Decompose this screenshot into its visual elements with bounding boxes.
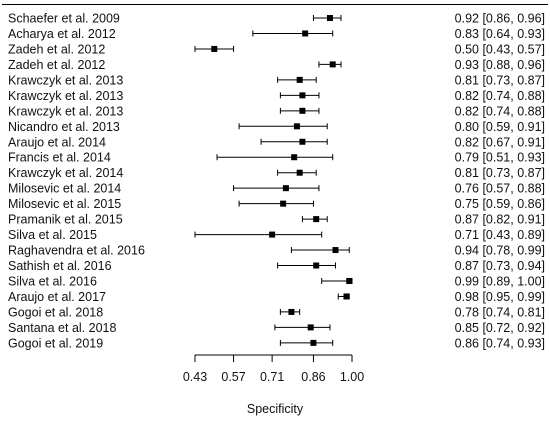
point-estimate [296, 169, 303, 176]
point-estimate [299, 138, 306, 145]
ci-text: 0.99 [0.89, 1.00] [455, 274, 545, 288]
study-row: Silva et al. 2016 0.99 [0.89, 1.00] [8, 274, 545, 288]
study-row: Pramanik et al. 2015 0.87 [0.82, 0.91] [8, 213, 545, 227]
ci-text: 0.85 [0.72, 0.92] [455, 321, 545, 335]
point-estimate [332, 247, 339, 254]
ci-text: 0.50 [0.43, 0.57] [455, 42, 545, 56]
ci-text: 0.98 [0.95, 0.99] [455, 290, 545, 304]
study-row: Zadeh et al. 2012 0.93 [0.88, 0.96] [8, 58, 545, 72]
study-row: Raghavendra et al. 2016 0.94 [0.78, 0.99] [8, 244, 545, 258]
study-label: Milosevic et al. 2014 [8, 182, 121, 196]
study-rows: Schaefer et al. 2009 0.92 [0.86, 0.96]Ach… [8, 12, 545, 351]
point-estimate [313, 216, 320, 223]
x-tick-label: 0.43 [183, 370, 207, 384]
ci-text: 0.92 [0.86, 0.96] [455, 12, 545, 26]
study-label: Santana et al. 2018 [8, 321, 116, 335]
point-estimate [269, 231, 276, 238]
study-row: Krawczyk et al. 2013 0.82 [0.74, 0.88] [8, 89, 545, 103]
study-row: Santana et al. 2018 0.85 [0.72, 0.92] [8, 321, 545, 335]
study-row: Krawczyk et al. 2014 0.81 [0.73, 0.87] [8, 166, 545, 180]
study-row: Gogoi et al. 2018 0.78 [0.74, 0.81] [8, 305, 545, 319]
ci-text: 0.86 [0.74, 0.93] [455, 336, 545, 350]
point-estimate [329, 61, 336, 68]
point-estimate [211, 45, 218, 52]
point-estimate [282, 185, 289, 192]
ci-text: 0.78 [0.74, 0.81] [455, 305, 545, 319]
study-label: Silva et al. 2015 [8, 228, 97, 242]
point-estimate [293, 123, 300, 130]
point-estimate [302, 30, 309, 37]
study-label: Krawczyk et al. 2014 [8, 166, 123, 180]
study-label: Krawczyk et al. 2013 [8, 104, 123, 118]
study-label: Zadeh et al. 2012 [8, 42, 105, 56]
ci-text: 0.82 [0.74, 0.88] [455, 89, 545, 103]
study-label: Zadeh et al. 2012 [8, 58, 105, 72]
study-row: Zadeh et al. 2012 0.50 [0.43, 0.57] [8, 42, 545, 56]
point-estimate [307, 324, 314, 331]
point-estimate [326, 15, 333, 21]
ci-text: 0.71 [0.43, 0.89] [455, 228, 545, 242]
ci-text: 0.75 [0.59, 0.86] [455, 197, 545, 211]
ci-text: 0.93 [0.88, 0.96] [455, 58, 545, 72]
point-estimate [313, 262, 320, 269]
point-estimate [288, 308, 295, 315]
x-tick-label: 0.57 [221, 370, 245, 384]
point-estimate [310, 339, 317, 346]
point-estimate [343, 293, 350, 300]
study-label: Araujo et al. 2014 [8, 135, 106, 149]
study-label: Krawczyk et al. 2013 [8, 73, 123, 87]
x-tick-label: 0.86 [301, 370, 325, 384]
study-label: Araujo et al. 2017 [8, 290, 106, 304]
x-axis-title: Specificity [247, 402, 304, 416]
point-estimate [346, 277, 353, 284]
study-label: Acharya et al. 2012 [8, 27, 116, 41]
study-label: Milosevic et al. 2015 [8, 197, 121, 211]
study-label: Francis et al. 2014 [8, 151, 111, 165]
point-estimate [280, 200, 287, 207]
study-label: Pramanik et al. 2015 [8, 213, 123, 227]
study-row: Silva et al. 2015 0.71 [0.43, 0.89] [8, 228, 545, 242]
study-row: Schaefer et al. 2009 0.92 [0.86, 0.96] [8, 12, 545, 26]
study-row: Araujo et al. 2014 0.82 [0.67, 0.91] [8, 135, 545, 149]
study-label: Krawczyk et al. 2013 [8, 89, 123, 103]
ci-text: 0.82 [0.74, 0.88] [455, 104, 545, 118]
ci-text: 0.80 [0.59, 0.91] [455, 120, 545, 134]
study-row: Nicandro et al. 2013 0.80 [0.59, 0.91] [8, 120, 545, 134]
point-estimate [299, 107, 306, 114]
ci-text: 0.79 [0.51, 0.93] [455, 151, 545, 165]
study-row: Acharya et al. 2012 0.83 [0.64, 0.93] [8, 27, 545, 41]
ci-text: 0.87 [0.73, 0.94] [455, 259, 545, 273]
ci-text: 0.83 [0.64, 0.93] [455, 27, 545, 41]
ci-text: 0.81 [0.73, 0.87] [455, 166, 545, 180]
ci-text: 0.82 [0.67, 0.91] [455, 135, 545, 149]
x-axis: 0.43 0.57 0.71 0.86 1.00 [183, 354, 364, 384]
study-row: Krawczyk et al. 2013 0.82 [0.74, 0.88] [8, 104, 545, 118]
study-label: Nicandro et al. 2013 [8, 120, 120, 134]
study-row: Sathish et al. 2016 0.87 [0.73, 0.94] [8, 259, 545, 273]
study-label: Silva et al. 2016 [8, 274, 97, 288]
study-label: Gogoi et al. 2019 [8, 336, 103, 350]
study-label: Schaefer et al. 2009 [8, 12, 120, 26]
study-row: Araujo et al. 2017 0.98 [0.95, 0.99] [8, 290, 545, 304]
ci-text: 0.81 [0.73, 0.87] [455, 73, 545, 87]
ci-text: 0.94 [0.78, 0.99] [455, 244, 545, 258]
point-estimate [296, 76, 303, 83]
study-row: Gogoi et al. 2019 0.86 [0.74, 0.93] [8, 336, 545, 350]
ci-text: 0.76 [0.57, 0.88] [455, 182, 545, 196]
study-row: Francis et al. 2014 0.79 [0.51, 0.93] [8, 151, 545, 165]
study-row: Milosevic et al. 2014 0.76 [0.57, 0.88] [8, 182, 545, 196]
ci-text: 0.87 [0.82, 0.91] [455, 213, 545, 227]
study-label: Gogoi et al. 2018 [8, 305, 103, 319]
study-row: Krawczyk et al. 2013 0.81 [0.73, 0.87] [8, 73, 545, 87]
point-estimate [299, 92, 306, 99]
study-row: Milosevic et al. 2015 0.75 [0.59, 0.86] [8, 197, 545, 211]
study-label: Sathish et al. 2016 [8, 259, 112, 273]
x-tick-label: 0.71 [260, 370, 284, 384]
study-label: Raghavendra et al. 2016 [8, 244, 145, 258]
point-estimate [291, 154, 298, 161]
x-tick-label: 1.00 [340, 370, 364, 384]
